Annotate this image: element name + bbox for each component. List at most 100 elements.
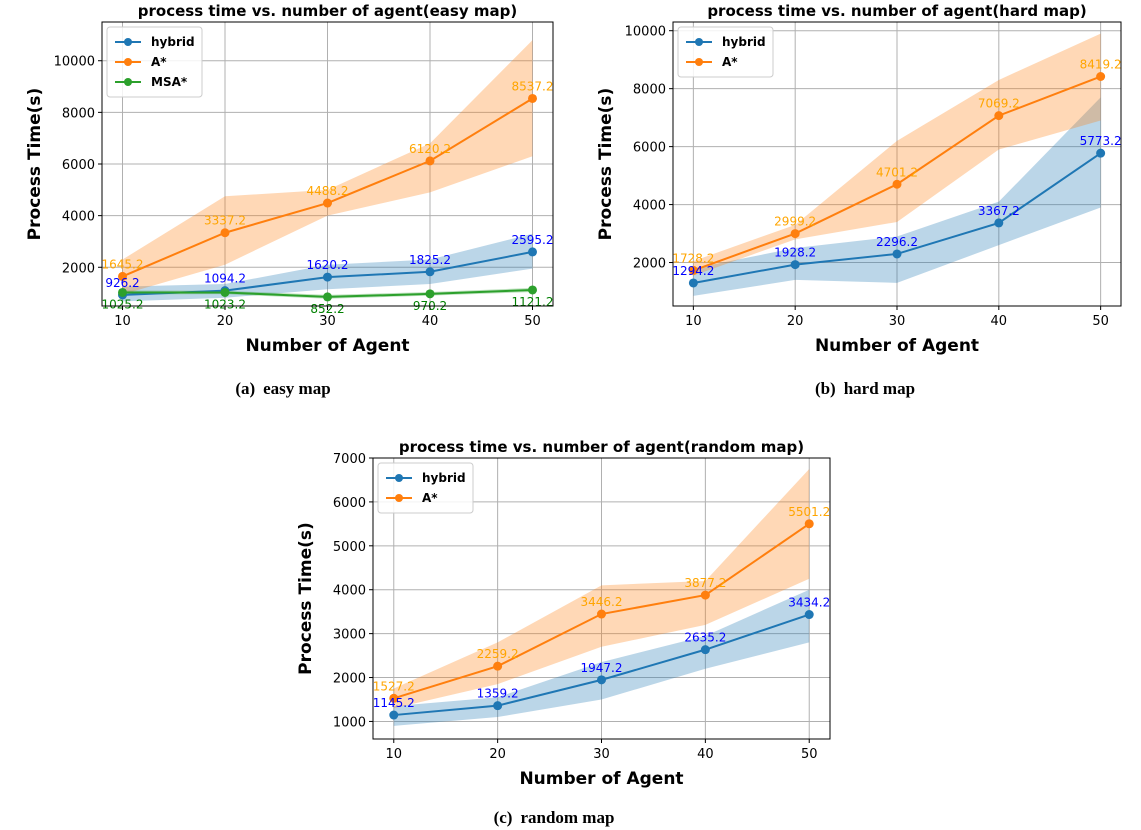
x-axis-label: Number of Agent	[815, 336, 979, 356]
data-point	[892, 249, 902, 259]
y-tick-label: 6000	[633, 141, 666, 156]
data-point	[493, 661, 503, 671]
data-label: 1728.2	[672, 251, 714, 265]
legend-marker	[124, 78, 132, 86]
data-label: 1025.2	[102, 297, 144, 311]
data-label: 3877.2	[684, 576, 726, 590]
legend-label: hybrid	[722, 35, 766, 49]
grid-lines	[102, 22, 553, 306]
data-point	[804, 610, 814, 620]
caption-tag: (a)	[235, 379, 255, 398]
data-label: 5501.2	[788, 505, 830, 519]
legend: hybrid A*	[677, 26, 774, 78]
legend-marker	[695, 38, 703, 46]
x-tick-label: 40	[991, 314, 1008, 329]
caption-tag: (b)	[815, 379, 836, 398]
data-label: 2635.2	[684, 631, 726, 645]
data-point	[389, 693, 399, 703]
y-tick-label: 2000	[62, 261, 95, 276]
y-axis-label: Process Time(s)	[296, 522, 316, 675]
data-label: 4488.2	[307, 184, 349, 198]
data-point	[493, 701, 503, 711]
legend-label: A*	[722, 55, 738, 69]
data-point	[790, 229, 800, 239]
legend-marker	[124, 38, 132, 46]
y-axis-label: Process Time(s)	[25, 88, 45, 241]
legend-marker	[395, 474, 403, 482]
data-label: 2259.2	[477, 647, 519, 661]
data-label: 1928.2	[774, 246, 816, 260]
legend-label: hybrid	[422, 471, 466, 485]
data-label: 1620.2	[307, 258, 349, 272]
data-label: 2296.2	[876, 235, 918, 249]
y-tick-label: 4000	[62, 210, 95, 225]
data-label: 3434.2	[788, 596, 830, 610]
data-point	[425, 289, 435, 299]
chart-panel-1: 926.2 1094.2 1620.2 1825.2 2595.2 1645.2 3337.…	[25, 2, 554, 398]
x-tick-label: 20	[489, 747, 506, 762]
y-tick-label: 7000	[333, 452, 366, 467]
subfigure-caption: (c) random map	[494, 808, 615, 827]
data-label: 1527.2	[373, 679, 415, 693]
y-tick-label: 4000	[333, 584, 366, 599]
y-tick-label: 10000	[625, 25, 666, 40]
x-tick-label: 30	[319, 314, 336, 329]
data-point	[700, 590, 710, 600]
caption-tag: (c)	[494, 808, 513, 827]
legend-label: A*	[422, 491, 438, 505]
data-point	[790, 260, 800, 270]
y-tick-label: 10000	[54, 55, 95, 70]
confidence-band-astar	[693, 33, 1101, 276]
legend-label: A*	[151, 55, 167, 69]
caption-text: hard map	[844, 379, 915, 398]
data-label: 6120.2	[409, 142, 451, 156]
y-tick-label: 3000	[333, 628, 366, 643]
data-point	[528, 93, 537, 103]
data-label: 1023.2	[204, 297, 246, 311]
data-label: 1094.2	[204, 272, 246, 286]
data-point	[1096, 72, 1106, 82]
legend-label: hybrid	[151, 35, 195, 49]
data-label: 7069.2	[978, 97, 1020, 111]
x-tick-label: 20	[787, 314, 804, 329]
data-label: 1145.2	[373, 696, 415, 710]
data-point	[323, 272, 332, 282]
legend-marker	[124, 58, 132, 66]
data-label: 926.2	[105, 276, 139, 290]
x-axis-label: Number of Agent	[245, 336, 409, 356]
data-label: 1825.2	[409, 253, 451, 267]
subfigure-caption: (b) hard map	[815, 379, 915, 398]
data-point	[688, 265, 698, 275]
y-tick-label: 8000	[62, 106, 95, 121]
y-axis-label: Process Time(s)	[596, 88, 616, 241]
data-label: 1359.2	[477, 687, 519, 701]
caption-text: easy map	[263, 379, 331, 398]
x-tick-label: 10	[114, 314, 131, 329]
x-tick-label: 40	[422, 314, 439, 329]
data-point	[1096, 148, 1106, 158]
subfigure-caption: (a) easy map	[235, 379, 330, 398]
legend-marker	[695, 58, 703, 66]
data-point	[892, 179, 902, 189]
data-label: 1121.2	[512, 295, 554, 309]
chart-panel-2: 1294.2 1928.2 2296.2 3367.2 5773.2 1728.2 2999…	[596, 2, 1122, 398]
data-point	[994, 218, 1004, 228]
y-tick-label: 4000	[633, 199, 666, 214]
data-label: 2999.2	[774, 215, 816, 229]
data-label: 1947.2	[581, 661, 623, 675]
confidence-band-hybrid	[122, 233, 533, 302]
x-tick-label: 50	[801, 747, 818, 762]
data-label: 3367.2	[978, 204, 1020, 218]
x-axis-label: Number of Agent	[519, 769, 683, 789]
data-point	[597, 675, 606, 685]
y-tick-label: 1000	[333, 715, 366, 730]
data-point	[688, 278, 698, 288]
data-point	[323, 198, 332, 208]
data-point	[118, 271, 127, 281]
data-point	[700, 645, 710, 655]
data-point	[994, 111, 1004, 121]
caption-text: random map	[520, 808, 614, 827]
data-point	[220, 228, 230, 238]
x-tick-label: 50	[524, 314, 541, 329]
